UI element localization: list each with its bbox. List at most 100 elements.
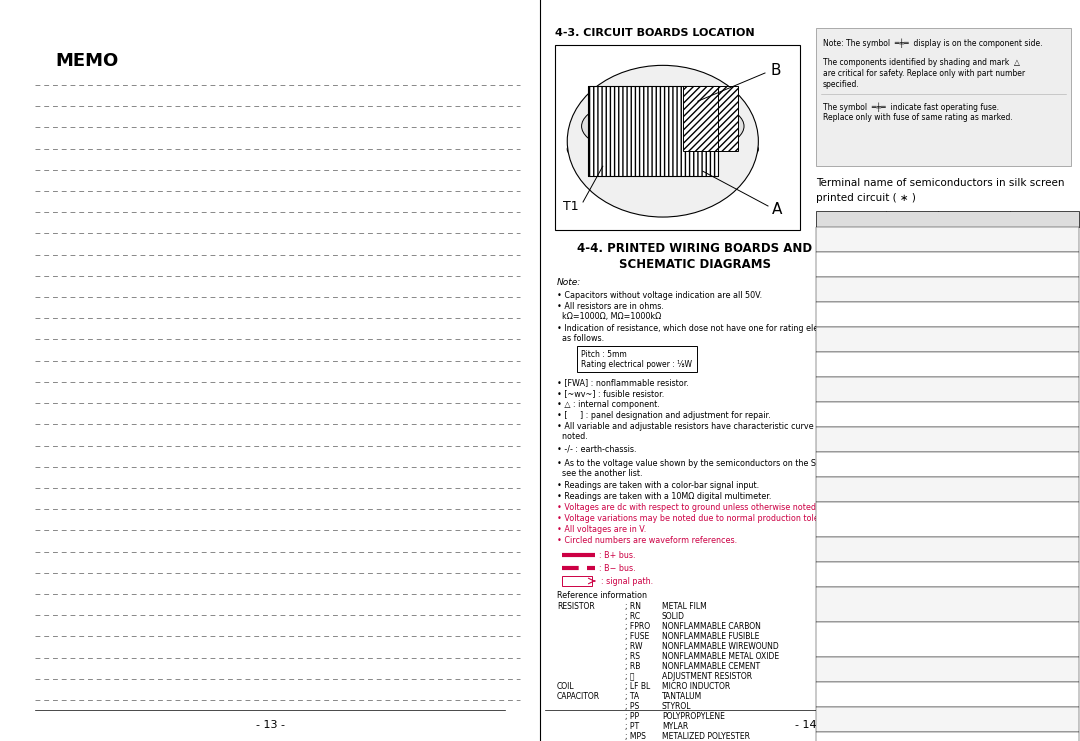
Text: COIL: COIL: [557, 682, 575, 691]
Text: ⑲  Transistor: ⑲ Transistor: [819, 710, 858, 716]
Text: I: I: [910, 514, 914, 525]
Text: ; 抗: ; 抗: [625, 672, 635, 681]
Text: • All resistors are in ohms.
  kΩ=1000Ω, MΩ=1000kΩ: • All resistors are in ohms. kΩ=1000Ω, M…: [557, 302, 664, 322]
Text: • Voltages are dc with respect to ground unless otherwise noted.: • Voltages are dc with respect to ground…: [557, 503, 819, 512]
Text: Drain | Source: Drain | Source: [941, 540, 983, 545]
Text: +: +: [908, 689, 916, 700]
Text: ⑳  Transistor: ⑳ Transistor: [819, 735, 858, 740]
Bar: [816, 327, 1079, 352]
Text: ④  Diode: ④ Diode: [819, 305, 847, 310]
Text: (FET): (FET): [819, 600, 843, 605]
Text: : signal path.: : signal path.: [600, 577, 653, 586]
Text: —: —: [907, 434, 917, 445]
Bar: [816, 352, 1079, 377]
Text: NONFLAMMABLE CARBON: NONFLAMMABLE CARBON: [662, 622, 761, 631]
Ellipse shape: [567, 65, 758, 217]
Text: Base: Base: [941, 645, 956, 650]
Bar: [816, 427, 1079, 452]
Text: MICRO INDUCTOR: MICRO INDUCTOR: [662, 682, 730, 691]
Text: Anode: Anode: [941, 290, 960, 295]
Text: NONFLAMMABLE CEMENT: NONFLAMMABLE CEMENT: [662, 662, 760, 671]
Bar: [816, 622, 1079, 657]
Text: ⑬  Transistor: ⑬ Transistor: [819, 540, 858, 545]
Text: • [FWA] : nonflammable resistor.: • [FWA] : nonflammable resistor.: [557, 378, 689, 387]
Bar: [577, 346, 697, 372]
Bar: [683, 86, 738, 151]
Text: Collector: Collector: [941, 660, 968, 665]
Text: Common: Common: [941, 355, 968, 360]
Text: Cathode | Cathode: Cathode | Cathode: [941, 465, 996, 471]
Text: SOLID: SOLID: [662, 612, 685, 621]
Text: 4-3. CIRCUIT BOARDS LOCATION: 4-3. CIRCUIT BOARDS LOCATION: [555, 28, 755, 38]
Text: +: +: [908, 665, 916, 674]
Text: C1, B2, E2: C1, B2, E2: [941, 735, 972, 740]
Text: B1, B1, C2: B1, B1, C2: [941, 720, 972, 725]
Text: —: —: [907, 485, 917, 494]
Text: • Voltage variations may be noted due to normal production tolerances.: • Voltage variations may be noted due to…: [557, 514, 848, 523]
Text: ②  Transistor: ② Transistor: [819, 255, 860, 260]
Text: Anode | (NC): Anode | (NC): [941, 315, 978, 321]
Text: T1: T1: [563, 200, 579, 213]
Text: ③  Diode: ③ Diode: [819, 280, 847, 285]
Text: ⑥  Diode: ⑥ Diode: [819, 355, 847, 360]
Text: Base | Emitter: Base | Emitter: [941, 240, 983, 245]
Bar: [816, 682, 1079, 707]
Text: STYROL: STYROL: [662, 702, 691, 711]
Text: Cathode: Cathode: [941, 280, 966, 285]
Text: NONFLAMMABLE METAL OXIDE: NONFLAMMABLE METAL OXIDE: [662, 652, 779, 661]
Text: B: B: [770, 63, 781, 78]
Text: ⑱  Transistor: ⑱ Transistor: [819, 685, 858, 691]
Bar: [816, 402, 1079, 427]
Text: Collector: Collector: [941, 635, 968, 640]
Text: —: —: [907, 385, 917, 394]
Bar: [816, 587, 1079, 622]
Text: • Readings are taken with a 10MΩ digital multimeter.: • Readings are taken with a 10MΩ digital…: [557, 492, 771, 501]
Text: T: T: [908, 410, 916, 419]
Text: • △ : internal component.: • △ : internal component.: [557, 400, 660, 409]
Text: ; PS: ; PS: [625, 702, 639, 711]
Text: Cathode | Anode: Cathode | Anode: [941, 525, 990, 531]
Bar: [562, 576, 592, 586]
Text: ; MPS: ; MPS: [625, 732, 646, 741]
Text: specified.: specified.: [823, 80, 860, 89]
Text: Common: Common: [941, 405, 968, 410]
Text: 4-4. PRINTED WIRING BOARDS AND: 4-4. PRINTED WIRING BOARDS AND: [578, 242, 812, 255]
Text: Anode | Anode: Anode | Anode: [941, 415, 984, 420]
Text: ①  Transistor: ① Transistor: [819, 230, 860, 235]
Text: —: —: [907, 740, 917, 741]
Text: POLYPROPYLENE: POLYPROPYLENE: [662, 712, 725, 721]
Text: NONFLAMMABLE FUSIBLE: NONFLAMMABLE FUSIBLE: [662, 632, 759, 641]
Text: Note: The symbol  ═╪═  display is on the component side.: Note: The symbol ═╪═ display is on the c…: [823, 38, 1042, 47]
Bar: [588, 86, 718, 176]
Text: Anode  | Cathode: Anode | Cathode: [941, 505, 993, 511]
Bar: [816, 211, 1079, 227]
Text: Gate: Gate: [941, 550, 955, 555]
Text: METAL FILM: METAL FILM: [662, 602, 706, 611]
Text: ⑨  Diode: ⑨ Diode: [819, 430, 847, 435]
Bar: [816, 28, 1071, 166]
Text: I: I: [910, 599, 914, 610]
Text: NONFLAMMABLE WIREWOUND: NONFLAMMABLE WIREWOUND: [662, 642, 779, 651]
Text: Device: Device: [838, 216, 864, 222]
Text: ⑧  Diode: ⑧ Diode: [819, 405, 847, 410]
Bar: [816, 537, 1079, 562]
Text: • As to the voltage value shown by the semiconductors on the Shematic Diagram,
 : • As to the voltage value shown by the s…: [557, 459, 889, 479]
Text: ⑤  Diode: ⑤ Diode: [819, 330, 847, 335]
Text: Emitter 1: Emitter 1: [941, 670, 969, 675]
Text: • [     ] : panel designation and adjustment for repair.: • [ ] : panel designation and adjustment…: [557, 411, 771, 420]
Text: RESISTOR: RESISTOR: [557, 602, 595, 611]
Text: Drain | Source: Drain | Source: [941, 565, 983, 571]
Text: —: —: [907, 334, 917, 345]
Text: ⑦  Diode: ⑦ Diode: [819, 380, 847, 385]
Text: Collector: Collector: [941, 685, 968, 690]
Text: • Indication of resistance, which dose not have one for rating electrical power,: • Indication of resistance, which dose n…: [557, 324, 882, 343]
Text: Gate: Gate: [941, 575, 955, 580]
Text: CAPACITOR: CAPACITOR: [557, 692, 600, 701]
Text: • Capacitors without voltage indication are all 50V.: • Capacitors without voltage indication …: [557, 291, 762, 300]
Text: ; RB: ; RB: [625, 662, 640, 671]
Bar: [816, 227, 1079, 252]
Text: Anode  (NC): Anode (NC): [941, 340, 976, 345]
Text: • Readings are taken with a color-bar signal input.: • Readings are taken with a color-bar si…: [557, 481, 759, 490]
Text: ⑪  Diode: ⑪ Diode: [819, 480, 846, 485]
Text: ADJUSTMENT RESISTOR: ADJUSTMENT RESISTOR: [662, 672, 752, 681]
